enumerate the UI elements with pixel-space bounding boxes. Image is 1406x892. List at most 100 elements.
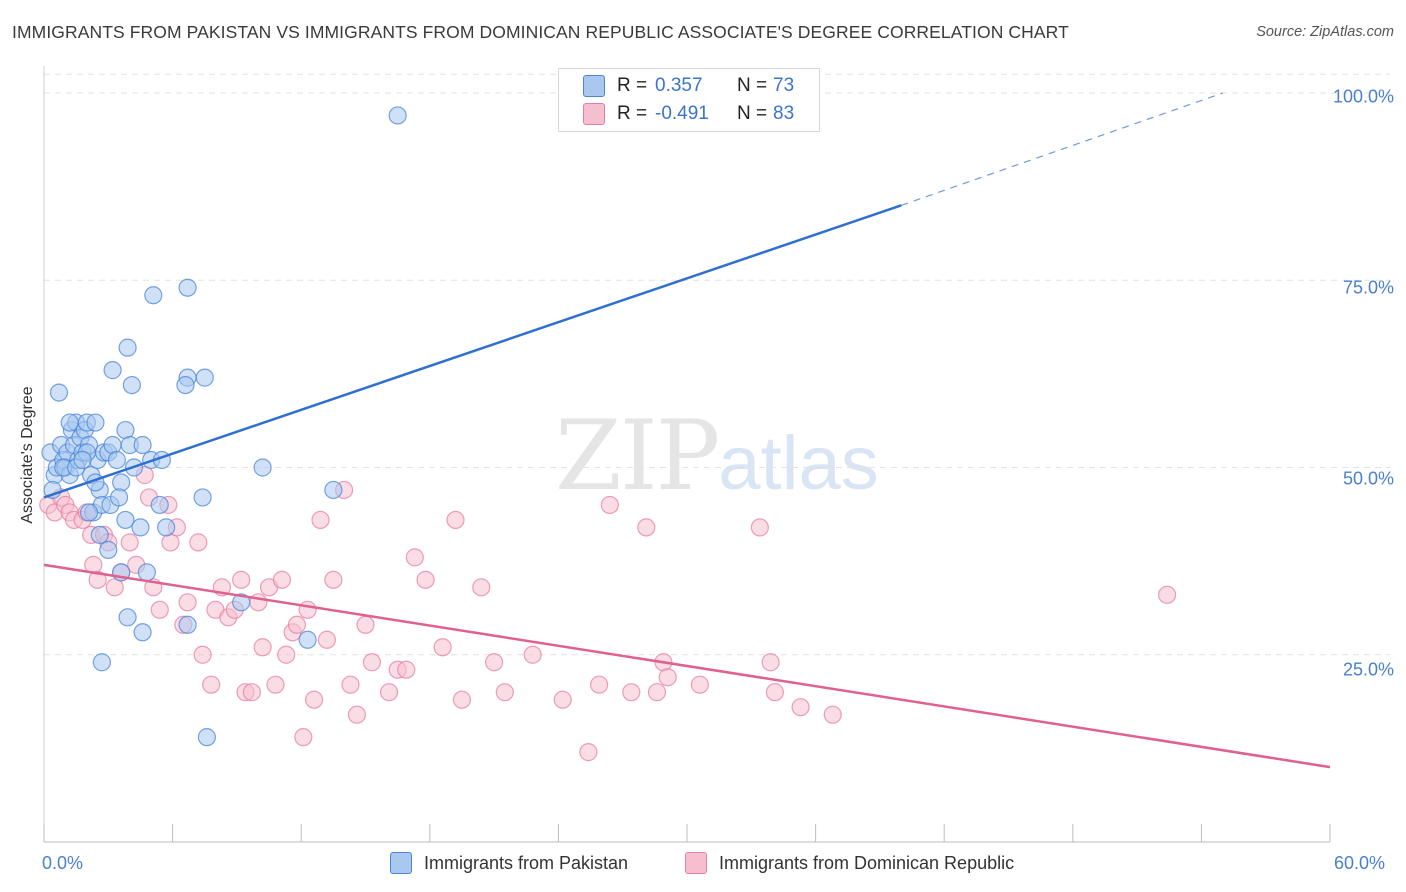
dominican-point — [433, 638, 452, 657]
pakistan-point — [388, 106, 407, 125]
dominican-point — [379, 683, 399, 702]
dominican-point — [311, 510, 330, 530]
pakistan-point — [195, 368, 214, 387]
dominican-point — [472, 578, 491, 597]
pakistan-point — [324, 480, 343, 500]
legend-r-label: R = — [617, 103, 648, 124]
dominican-point — [823, 705, 842, 724]
pakistan-point — [176, 375, 195, 395]
dominican-point — [249, 593, 268, 612]
x-tick-max: 60.0% — [1334, 853, 1386, 873]
bottom-legend-label-dominican: Immigrants from Dominican Republic — [719, 852, 1015, 873]
dominican-point — [750, 518, 769, 537]
dominican-point — [105, 578, 124, 597]
dominican-point — [600, 495, 619, 515]
legend-r-label: R = — [617, 75, 648, 96]
dominican-point — [324, 570, 343, 589]
pakistan-point — [118, 338, 137, 357]
pakistan-point — [90, 525, 109, 545]
dominican-point — [647, 683, 667, 702]
dominican-point — [150, 600, 169, 619]
dominican-point — [553, 690, 572, 709]
y-tick-50: 50.0% — [1342, 468, 1394, 489]
dominican-point — [485, 653, 504, 672]
dominican-point — [362, 653, 382, 672]
dominican-point — [266, 675, 285, 694]
chart-title: IMMIGRANTS FROM PAKISTAN VS IMMIGRANTS F… — [12, 22, 1069, 42]
dominican-point — [253, 638, 272, 657]
legend-n-label: N = — [737, 103, 768, 124]
y-tick-100: 100.0% — [1332, 86, 1394, 107]
pakistan-point — [131, 518, 150, 537]
legend-row-pakistan: R = 0.357 N = 73 — [559, 72, 855, 100]
pakistan-point — [118, 608, 137, 627]
dominican-point — [397, 660, 416, 679]
dominican-point — [193, 645, 212, 664]
bottom-legend-swatch-pakistan — [390, 852, 412, 874]
dominican-point — [1158, 585, 1177, 604]
dominican-point — [88, 570, 107, 589]
legend: R = 0.357 N = 73 R = -0.491 N = 83 — [558, 68, 820, 132]
pakistan-point — [137, 563, 156, 582]
bottom-legend-label-pakistan: Immigrants from Pakistan — [424, 852, 629, 873]
pakistan-trend-line — [43, 204, 902, 499]
dominican-point — [452, 690, 472, 709]
dominican-point — [622, 683, 641, 702]
dominican-point — [761, 653, 780, 672]
pakistan-point — [107, 450, 126, 470]
bottom-legend-pakistan: Immigrants from Pakistan — [390, 852, 628, 874]
dominican-point — [590, 675, 609, 694]
dominican-point — [446, 510, 465, 530]
pakistan-point — [49, 383, 69, 402]
pakistan-point — [116, 420, 135, 440]
pakistan-point — [232, 593, 251, 612]
dominican-point — [189, 533, 208, 552]
legend-n-value: 73 — [773, 75, 795, 96]
bottom-legend-dominican: Immigrants from Dominican Republic — [685, 852, 1014, 874]
pakistan-point — [298, 630, 317, 649]
pakistan-point — [103, 435, 122, 455]
pakistan-point — [178, 615, 197, 634]
watermark-atlas: atlas — [718, 421, 879, 506]
pakistan-point — [253, 458, 272, 477]
dominican-point — [202, 675, 221, 694]
dominican-point — [791, 698, 810, 717]
source-label: Source: ZipAtlas.com — [1256, 24, 1394, 40]
pakistan-point — [178, 278, 197, 297]
dominican-point — [765, 683, 784, 702]
pakistan-point — [112, 473, 131, 492]
dominican-point — [287, 615, 307, 634]
dominican-point — [277, 645, 296, 664]
legend-swatch-pakistan — [583, 75, 605, 97]
pakistan-trend-extension — [901, 92, 1224, 206]
dominican-point — [317, 630, 337, 649]
dominican-point — [304, 690, 324, 709]
dominican-point — [690, 675, 709, 694]
dominican-point — [579, 743, 598, 762]
dominican-point — [495, 683, 514, 702]
pakistan-point — [157, 518, 176, 537]
watermark-zip: ZIP — [555, 400, 720, 512]
dominican-point — [298, 600, 317, 619]
x-tick-min: 0.0% — [42, 853, 84, 873]
dominican-point — [416, 570, 435, 589]
legend-n-label: N = — [737, 75, 768, 96]
pakistan-point — [103, 361, 122, 380]
dominican-trend-line — [43, 563, 1331, 769]
legend-r-value: 0.357 — [655, 75, 703, 96]
pakistan-point — [73, 450, 92, 470]
pakistan-point — [116, 510, 135, 530]
dominican-point — [178, 593, 197, 612]
dominican-point — [405, 548, 424, 567]
pakistan-point — [79, 503, 99, 522]
pakistan-point — [133, 623, 152, 642]
y-tick-25: 25.0% — [1342, 659, 1394, 680]
dominican-point — [637, 518, 656, 537]
dominican-point — [356, 615, 375, 634]
pakistan-point — [197, 728, 216, 747]
pakistan-point — [133, 435, 152, 455]
y-tick-75: 75.0% — [1342, 277, 1394, 298]
dominican-point — [232, 570, 251, 589]
dominican-point — [272, 570, 292, 589]
